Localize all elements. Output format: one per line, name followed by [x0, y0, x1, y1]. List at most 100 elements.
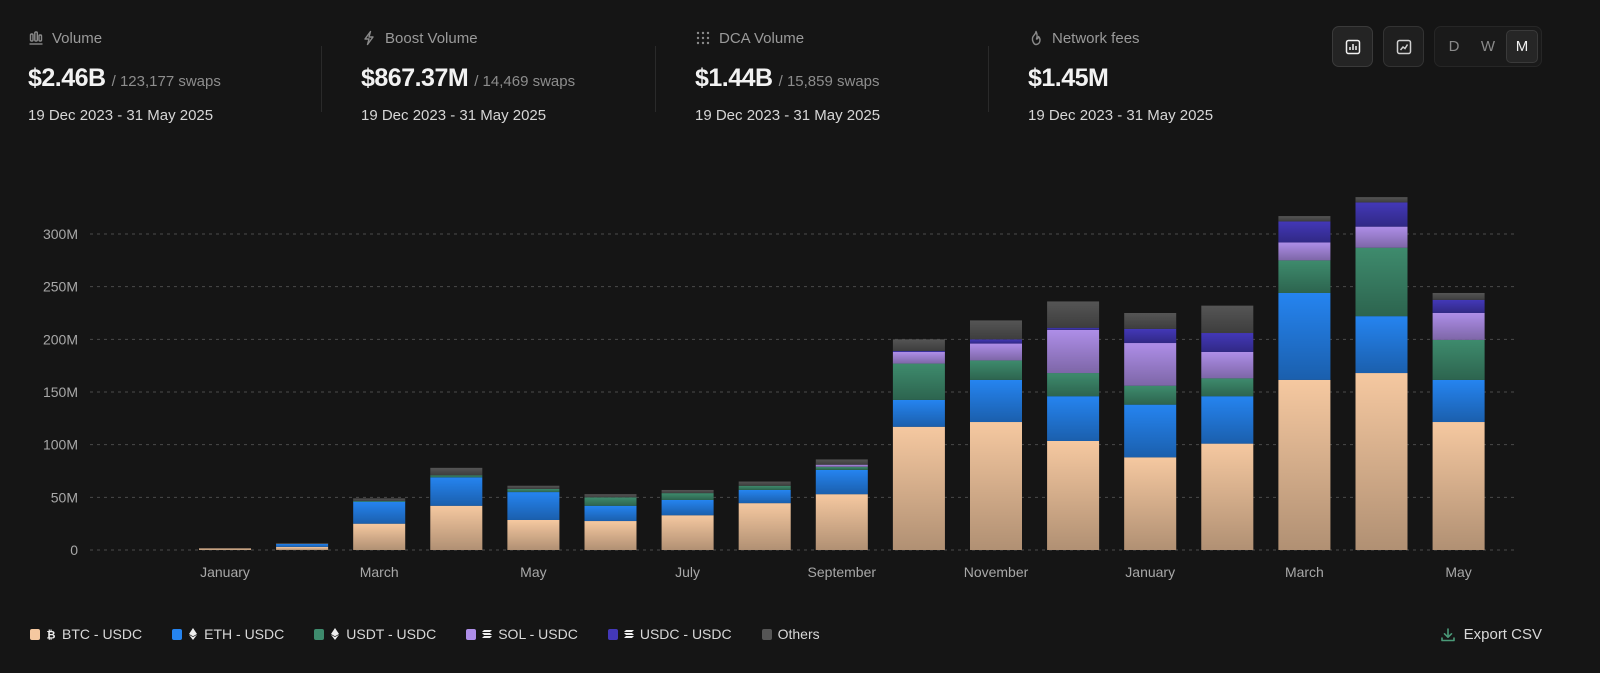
bar-segment-shade [276, 546, 329, 550]
bar-segment-shade [1047, 329, 1100, 374]
legend-item-usdc-usdc[interactable]: USDC - USDC [607, 626, 732, 642]
bar-segment-shade [738, 503, 791, 550]
y-tick-label: 150M [43, 384, 78, 400]
bar-segment-shade [1278, 292, 1331, 380]
stat-date-range: 19 Dec 2023 - 31 May 2025 [1028, 107, 1214, 124]
export-csv-button[interactable]: Export CSV [1440, 626, 1542, 643]
bar-segment-shade [892, 399, 945, 427]
bar-segment-shade [584, 494, 637, 498]
bar-segment-shade [353, 501, 406, 502]
bar-segment-shade [1432, 339, 1485, 380]
ethereum-icon [331, 628, 340, 640]
y-tick-label: 300M [43, 226, 78, 242]
bar-segment-shade [738, 489, 791, 504]
bar-segment-shade [507, 519, 560, 550]
stat-date-range: 19 Dec 2023 - 31 May 2025 [28, 107, 214, 124]
bar-stack [1047, 301, 1100, 550]
bar-stack [1124, 313, 1177, 550]
stat-date-range: 19 Dec 2023 - 31 May 2025 [695, 107, 881, 124]
bar-stack [276, 543, 329, 550]
bar-segment-shade [1355, 373, 1408, 550]
stat-date-range: 19 Dec 2023 - 31 May 2025 [361, 107, 547, 124]
bar-segment-shade [815, 459, 868, 465]
ethereum-icon [189, 628, 198, 640]
legend-item-sol-usdc[interactable]: SOL - USDC [466, 626, 578, 642]
chart-legend: ₿ BTC - USDC ETH - USDC USDT - USDC SOL … [30, 626, 820, 642]
legend-label: Others [777, 626, 820, 642]
bar-segment-shade [1201, 351, 1254, 379]
svg-text:₿: ₿ [47, 629, 56, 641]
bar-segment-shade [1047, 301, 1100, 328]
granularity-day[interactable]: D [1448, 38, 1460, 55]
bar-segment-shade [1278, 260, 1331, 293]
legend-label: SOL - USDC [498, 626, 578, 642]
stats-header: Volume $2.46B / 123,177 swaps 19 Dec 2023… [0, 0, 1300, 150]
legend-item-eth-usdc[interactable]: ETH - USDC [172, 626, 284, 642]
x-tick-label: March [360, 564, 399, 580]
bar-segment-shade [1124, 343, 1177, 386]
bar-stack [1432, 292, 1485, 550]
bar-segment-shade [584, 505, 637, 522]
bar-segment-shade [1355, 226, 1408, 248]
bar-segment-shade [970, 339, 1022, 344]
export-csv-label: Export CSV [1463, 626, 1542, 643]
bar-segment-shade [1355, 197, 1408, 203]
legend-swatch [30, 628, 40, 640]
bar-segment-shade [1047, 396, 1100, 441]
bar-stack [815, 459, 868, 550]
bar-chart-toggle[interactable] [1332, 26, 1373, 67]
bar-segment-shade [1278, 379, 1331, 550]
bar-segment-shade [1432, 313, 1485, 340]
bar-segment-shade [1278, 221, 1331, 243]
stat-value: $2.46B [28, 64, 106, 92]
legend-swatch [314, 628, 325, 640]
bar-segment-shade [584, 497, 637, 506]
bar-segment-shade [276, 543, 329, 547]
bar-segment-shade [892, 351, 945, 364]
bar-segment-shade [507, 488, 560, 493]
divider [321, 46, 322, 112]
granularity-month[interactable]: M [1506, 30, 1538, 63]
x-axis: January March May July September November Janu… [200, 564, 1472, 580]
flame-icon [1031, 30, 1041, 46]
stat-value: $1.44B [695, 64, 773, 92]
legend-label: ETH - USDC [204, 626, 285, 642]
bar-segment-shade [815, 466, 868, 470]
line-chart-toggle[interactable] [1383, 26, 1424, 67]
bar-segment-shade [1124, 328, 1177, 344]
legend-item-btc-usdc[interactable]: ₿ BTC - USDC [30, 626, 142, 642]
legend-item-others[interactable]: Others [761, 626, 820, 642]
y-tick-label: 100M [43, 437, 78, 453]
x-tick-label: July [675, 564, 700, 580]
bar-segment-shade [661, 499, 714, 516]
bar-segment-shade [1355, 316, 1408, 374]
stat-swaps: / 14,469 swaps [474, 73, 576, 90]
bar-segment-shade [815, 494, 868, 550]
line-chart-icon [1396, 39, 1411, 54]
bar-segment-shade [970, 422, 1022, 550]
solana-icon [623, 630, 634, 638]
bar-segment-shade [970, 379, 1022, 423]
stat-dca-volume: DCA Volume $1.44B / 15,859 swaps 19 Dec 2… [695, 28, 985, 138]
bar-segment-shade [430, 477, 483, 506]
bar-segment-shade [970, 343, 1022, 361]
bar-segment-shade [1355, 247, 1408, 317]
bar-segment-shade [970, 360, 1022, 380]
bar-segment-shade [1432, 292, 1485, 300]
bar-segment-shade [738, 485, 791, 490]
download-icon [1440, 627, 1455, 641]
legend-item-usdt-usdc[interactable]: USDT - USDC [314, 626, 436, 642]
bar-segment-shade [584, 521, 637, 550]
bar-segment-shade [661, 489, 714, 494]
bar-segment-shade [430, 467, 483, 476]
bar-segment-shade [430, 475, 483, 478]
divider [655, 46, 656, 112]
bar-segment-shade [1278, 242, 1331, 261]
legend-swatch [466, 628, 477, 640]
bar-segment-shade [1124, 404, 1177, 458]
bar-stack [970, 320, 1022, 550]
bar-segment-shade [892, 363, 945, 400]
granularity-week[interactable]: W [1480, 38, 1496, 55]
bar-segment-shade [1432, 299, 1485, 313]
bar-segment-shade [1278, 216, 1331, 222]
